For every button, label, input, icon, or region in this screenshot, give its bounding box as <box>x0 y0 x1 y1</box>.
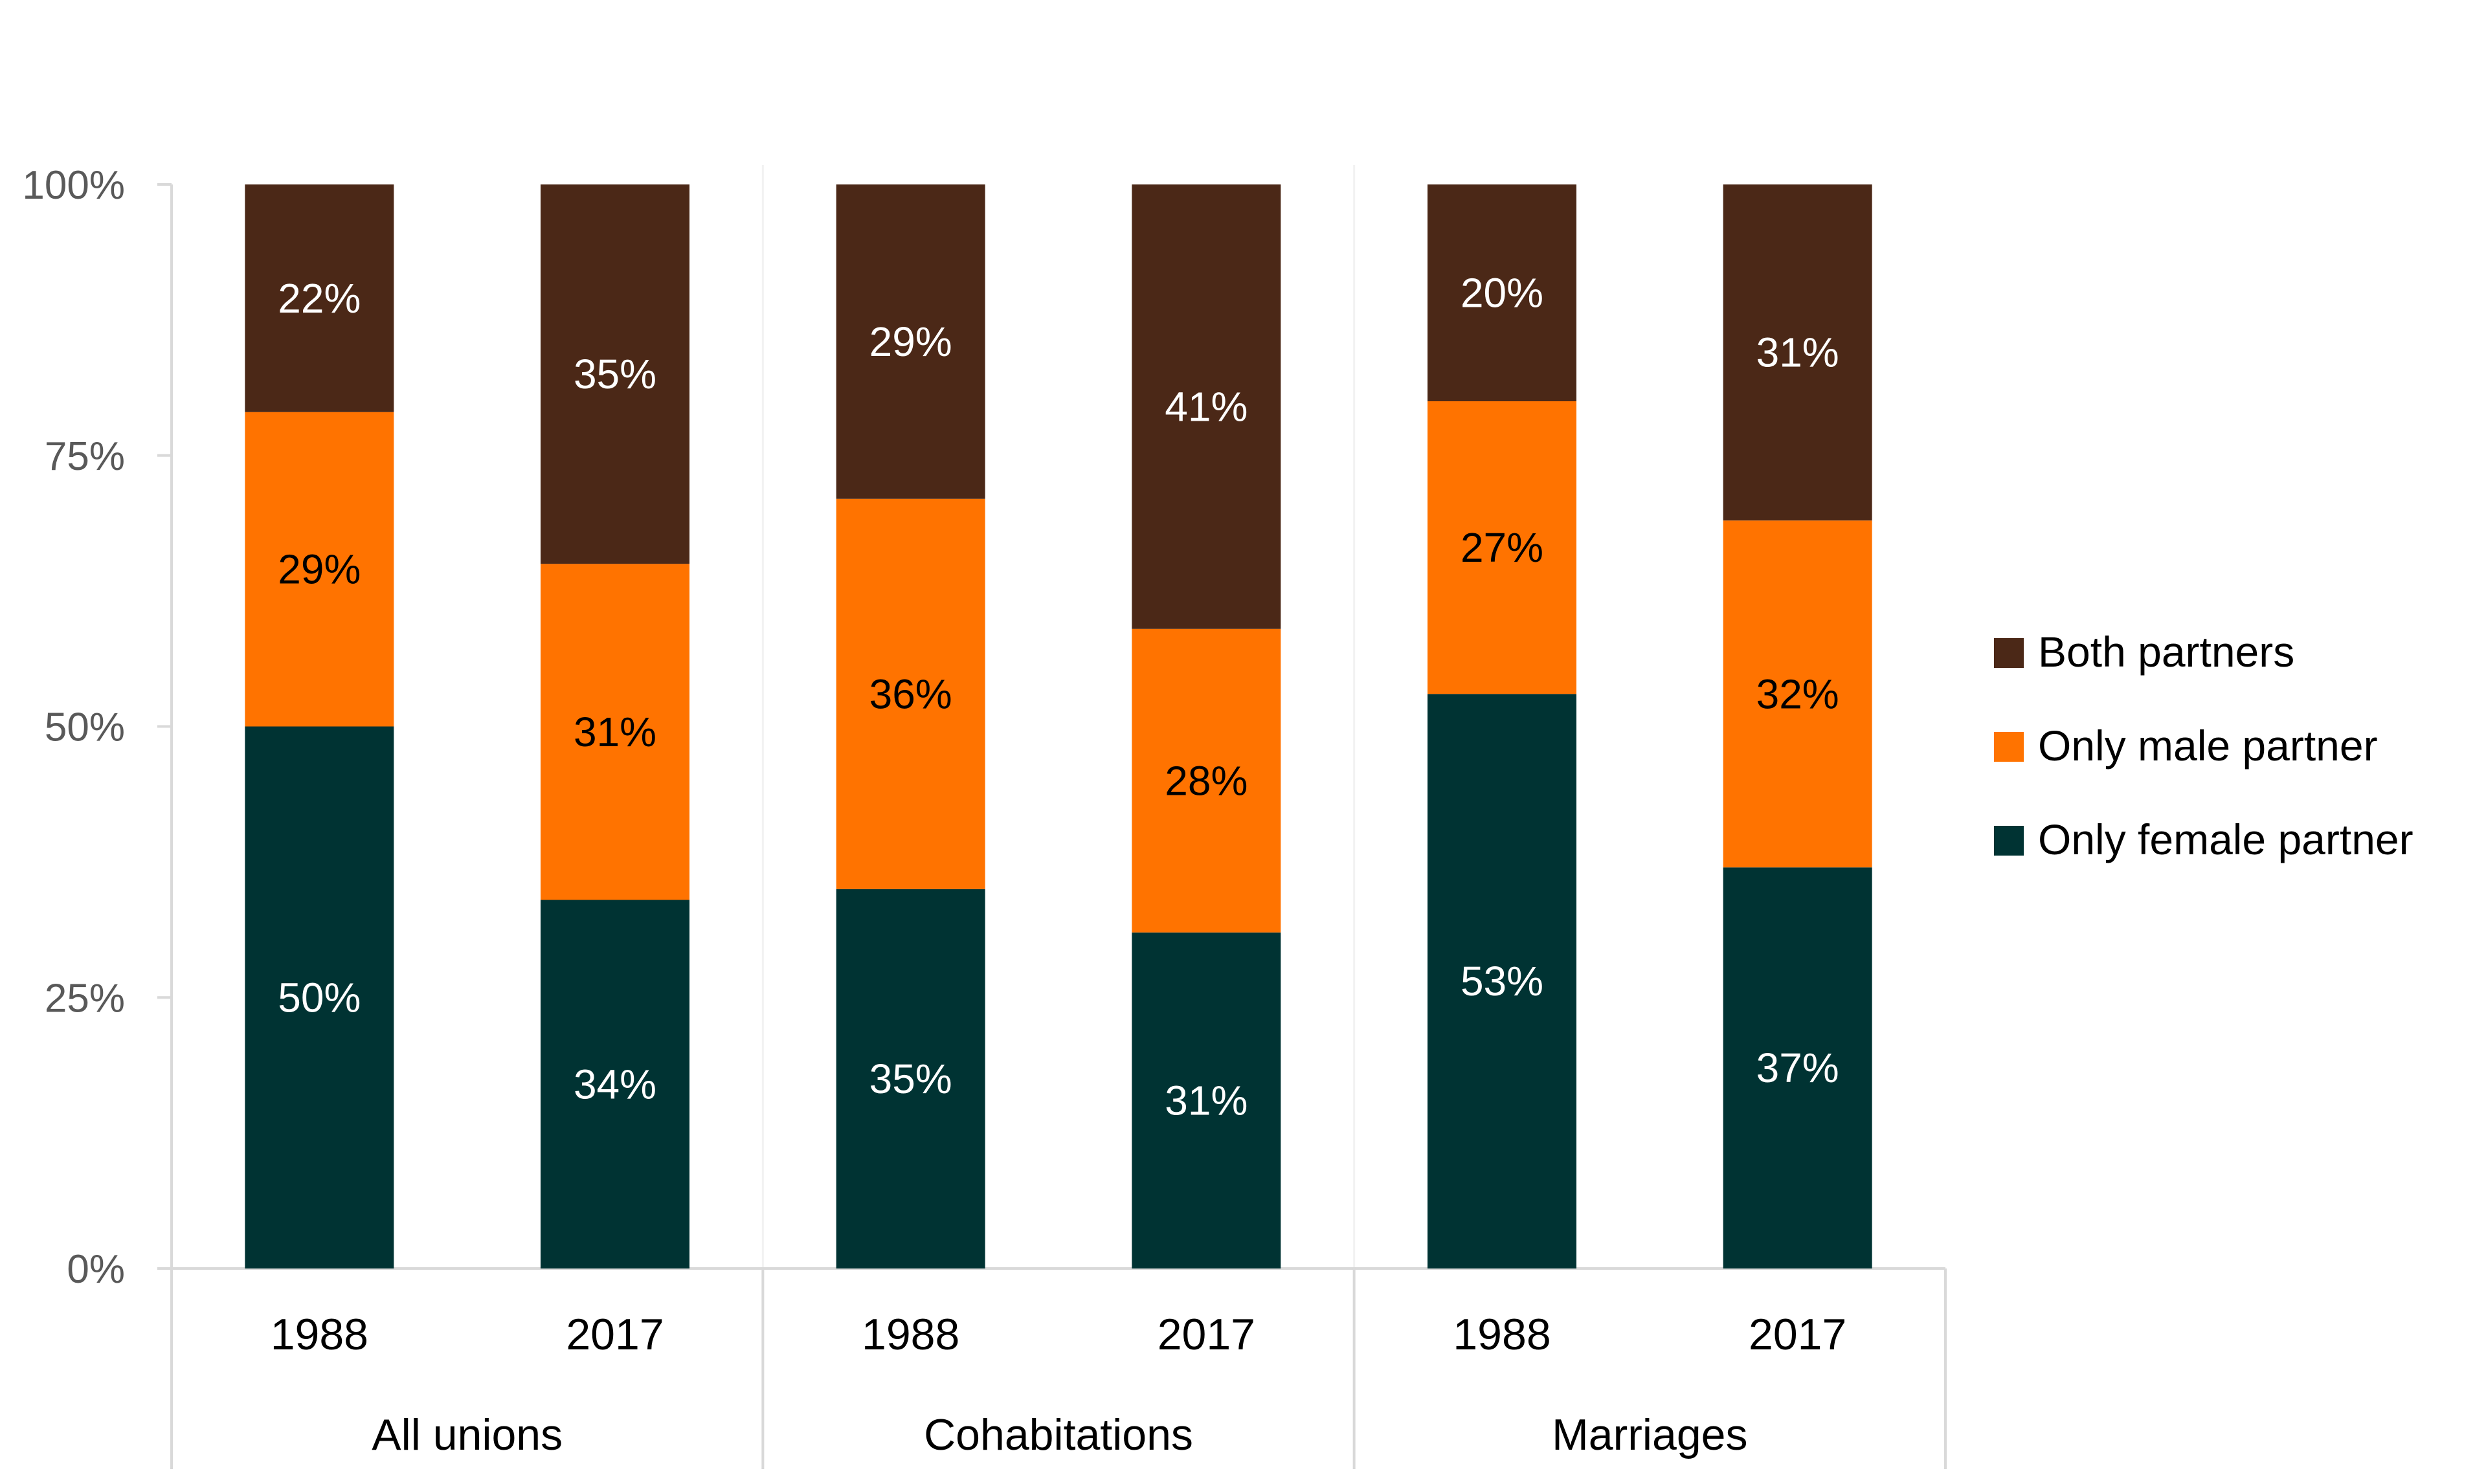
bar-segment <box>245 726 394 1268</box>
x-category-label: 2017 <box>566 1310 664 1359</box>
legend-swatch <box>1994 732 2024 762</box>
bar-segment <box>1723 867 1872 1268</box>
data-label: 22% <box>278 275 361 322</box>
data-label: 34% <box>574 1061 656 1107</box>
y-tick-label: 25% <box>45 976 125 1021</box>
bar-segment <box>541 564 689 900</box>
data-label: 36% <box>869 670 952 717</box>
data-label: 31% <box>574 709 656 755</box>
bar-segment <box>245 184 394 412</box>
data-label: 27% <box>1461 524 1543 571</box>
legend-label: Only female partner <box>2038 815 2413 863</box>
legend-swatch <box>1994 826 2024 856</box>
legend-label: Only male partner <box>2038 722 2378 770</box>
bar-segment <box>1723 520 1872 868</box>
bar-segment <box>1723 184 1872 521</box>
y-tick-label: 50% <box>45 705 125 750</box>
data-label: 35% <box>869 1056 952 1102</box>
y-tick-label: 100% <box>22 163 125 208</box>
legend-swatch <box>1994 638 2024 668</box>
x-group-label: Cohabitations <box>924 1410 1193 1459</box>
data-label: 53% <box>1461 958 1543 1004</box>
data-label: 29% <box>278 546 361 593</box>
bar-segment <box>1132 932 1281 1268</box>
x-group-label: All unions <box>372 1410 563 1459</box>
data-label: 50% <box>278 974 361 1021</box>
y-tick-label: 0% <box>67 1247 125 1292</box>
x-category-label: 1988 <box>1453 1310 1551 1359</box>
x-category-label: 1988 <box>862 1310 959 1359</box>
bar-segment <box>836 184 985 499</box>
data-label: 28% <box>1165 757 1248 804</box>
bar-segment <box>541 184 689 564</box>
y-tick-label: 75% <box>45 434 125 479</box>
bar-segment <box>836 889 985 1268</box>
bar-segment <box>1428 401 1576 694</box>
data-label: 32% <box>1756 670 1839 717</box>
data-label: 31% <box>1165 1077 1248 1124</box>
data-label: 29% <box>869 318 952 365</box>
x-group-label: Marriages <box>1552 1410 1747 1459</box>
x-category-label: 1988 <box>271 1310 368 1359</box>
data-label: 41% <box>1165 383 1248 430</box>
bar-segment <box>1132 184 1281 629</box>
data-label: 37% <box>1756 1045 1839 1091</box>
data-label: 31% <box>1756 329 1839 376</box>
bar-segment <box>836 498 985 889</box>
bar-segment <box>541 900 689 1268</box>
x-category-label: 2017 <box>1158 1310 1255 1359</box>
bar-segment <box>1132 628 1281 933</box>
data-label: 35% <box>574 351 656 397</box>
legend-label: Both partners <box>2038 628 2294 676</box>
x-category-label: 2017 <box>1749 1310 1846 1359</box>
bar-segment <box>245 412 394 727</box>
bar-segment <box>1428 184 1576 401</box>
bar-segment <box>1428 694 1576 1268</box>
data-label: 20% <box>1461 270 1543 316</box>
